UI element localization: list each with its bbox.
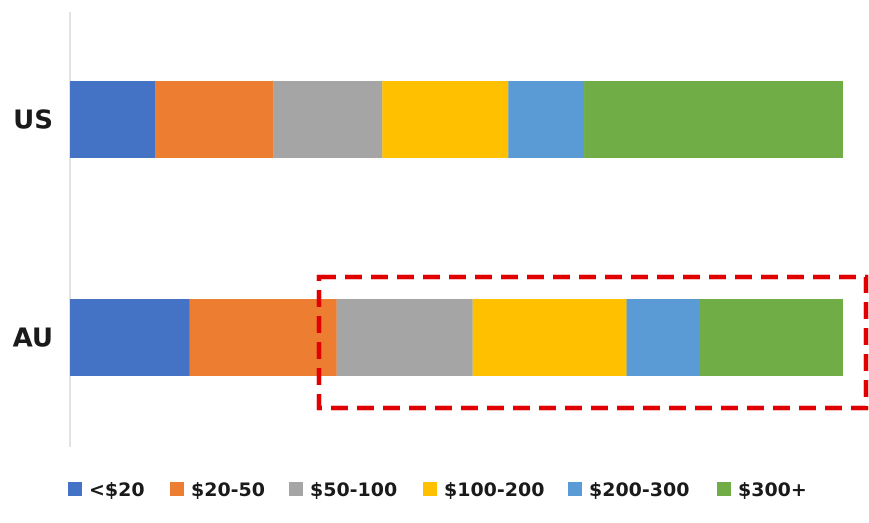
legend-label-3: $100-200 (444, 479, 544, 501)
legend-label-1: $20-50 (191, 479, 265, 501)
bar-segment-au-0 (70, 299, 190, 376)
bar-segment-us-3 (382, 81, 509, 158)
legend-swatch-5 (717, 482, 731, 496)
legend-label-5: $300+ (738, 479, 807, 501)
legend-swatch-2 (289, 482, 303, 496)
bar-segment-au-1 (189, 299, 337, 376)
bar-segment-us-1 (155, 81, 274, 158)
bar-segment-au-3 (472, 299, 627, 376)
legend-label-4: $200-300 (589, 479, 689, 501)
bar-segment-au-2 (336, 299, 473, 376)
category-label-us: US (13, 106, 53, 136)
bars-group (70, 81, 843, 376)
legend-swatch-3 (423, 482, 437, 496)
bar-segment-au-4 (626, 299, 700, 376)
bar-segment-us-2 (273, 81, 383, 158)
legend-label-0: <$20 (89, 479, 145, 501)
bar-segment-us-5 (584, 81, 843, 158)
legend: <$20 $20-50 $50-100 $100-200 $200-300 $300+ (68, 479, 807, 501)
legend-label-2: $50-100 (310, 479, 397, 501)
legend-swatch-0 (68, 482, 82, 496)
category-label-au: AU (13, 324, 53, 354)
bar-segment-au-5 (699, 299, 843, 376)
category-labels: US AU (13, 106, 53, 354)
highlight-dashed-box (316, 274, 869, 411)
legend-swatch-4 (568, 482, 582, 496)
bar-segment-us-4 (508, 81, 585, 158)
bar-segment-us-0 (70, 81, 156, 158)
legend-swatch-1 (170, 482, 184, 496)
